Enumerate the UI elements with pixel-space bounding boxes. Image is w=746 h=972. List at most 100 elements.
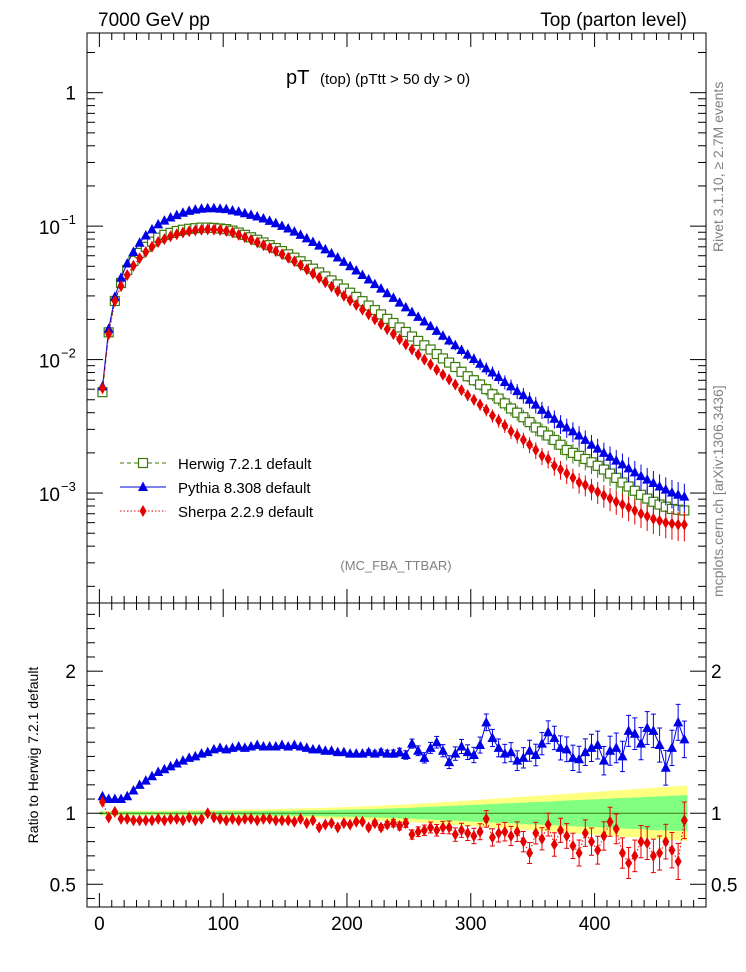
- point-pythia: [338, 256, 349, 266]
- point-sherpa: [204, 223, 212, 236]
- ratio-point-sherpa: [464, 827, 472, 840]
- ratio-point-sherpa: [309, 814, 317, 827]
- ratio-point-pythia: [617, 750, 628, 761]
- ratio-point-pythia: [580, 746, 591, 757]
- ratio-ytick-label: 2: [65, 662, 76, 683]
- ratio-point-sherpa: [389, 817, 397, 830]
- series-line-pythia: [102, 207, 685, 498]
- ratio-point-pythia: [623, 725, 634, 735]
- ratio-point-pythia: [512, 755, 523, 765]
- point-pythia: [307, 236, 318, 247]
- point-pythia: [140, 230, 151, 240]
- legend-label-herwig: Herwig 7.2.1 default: [178, 456, 312, 473]
- ratio-point-sherpa: [253, 814, 261, 827]
- ratio-point-sherpa: [346, 818, 354, 831]
- point-pythia: [549, 413, 560, 423]
- ratio-ylabel: Ratio to Herwig 7.2.1 default: [25, 667, 41, 844]
- point-sherpa: [507, 425, 515, 438]
- point-sherpa: [482, 403, 490, 416]
- point-sherpa: [272, 245, 280, 258]
- ratio-point-sherpa: [290, 815, 298, 828]
- side-text-upper: Rivet 3.1.10, ≥ 2.7M events: [710, 82, 726, 252]
- ratio-point-sherpa: [402, 817, 410, 830]
- ratio-ytick-label-right: 1: [711, 804, 722, 825]
- ratio-point-sherpa: [575, 847, 583, 860]
- point-pythia: [648, 477, 659, 487]
- point-sherpa: [117, 280, 125, 293]
- point-sherpa: [464, 389, 472, 402]
- ratio-point-pythia: [97, 790, 108, 801]
- ratio-point-pythia: [574, 753, 585, 764]
- point-sherpa: [668, 517, 676, 530]
- point-sherpa: [358, 303, 366, 316]
- point-pythia: [165, 212, 176, 222]
- point-pythia: [400, 301, 411, 312]
- point-sherpa: [408, 343, 416, 356]
- point-sherpa: [643, 510, 651, 523]
- point-pythia: [673, 489, 684, 499]
- side-text-lower: mcplots.cern.ch [arXiv:1306.3436]: [710, 385, 726, 597]
- point-pythia: [654, 480, 665, 491]
- point-pythia: [493, 371, 504, 382]
- ratio-point-sherpa: [649, 849, 657, 862]
- point-pythia: [567, 425, 578, 436]
- point-pythia: [239, 207, 250, 218]
- ratio-point-pythia: [456, 740, 467, 751]
- point-sherpa: [309, 267, 317, 280]
- main-ytick-label: 10: [39, 352, 60, 373]
- point-sherpa: [674, 518, 682, 531]
- ratio-point-pythia: [475, 739, 486, 750]
- ratio-point-sherpa: [358, 815, 366, 828]
- point-pythia: [103, 323, 114, 333]
- point-pythia: [153, 218, 164, 229]
- point-pythia: [636, 470, 647, 481]
- legend-marker-pythia: [138, 481, 148, 491]
- ratio-point-pythia: [116, 793, 127, 804]
- legend-marker-sherpa: [139, 505, 147, 517]
- point-pythia: [611, 455, 622, 465]
- ratio-point-sherpa: [532, 827, 540, 840]
- ratio-point-pythia: [567, 752, 578, 762]
- ratio-point-pythia: [673, 716, 684, 727]
- ratio-point-sherpa: [594, 844, 602, 857]
- ratio-point-sherpa: [488, 831, 496, 844]
- ratio-point-sherpa: [136, 814, 144, 827]
- ratio-ytick-label-right: 2: [711, 662, 722, 683]
- point-sherpa: [148, 240, 156, 253]
- ratio-point-sherpa: [451, 828, 459, 841]
- ratio-point-pythia: [648, 725, 659, 735]
- legend-marker-herwig: [137, 457, 149, 469]
- ratio-point-pythia: [586, 742, 597, 752]
- point-pythia: [326, 247, 337, 258]
- point-pythia: [363, 274, 374, 284]
- point-sherpa: [173, 228, 181, 241]
- ratio-xtick-label: 200: [331, 914, 363, 935]
- point-sherpa: [476, 398, 484, 411]
- point-sherpa: [402, 338, 410, 351]
- point-herwig: [499, 398, 510, 409]
- point-sherpa: [179, 226, 187, 239]
- point-pythia: [561, 421, 572, 432]
- point-sherpa: [513, 429, 521, 442]
- point-sherpa: [98, 382, 106, 395]
- point-pythia: [456, 344, 467, 354]
- point-sherpa: [550, 459, 558, 472]
- point-sherpa: [365, 308, 373, 321]
- ratio-point-sherpa: [581, 827, 589, 840]
- point-pythia: [481, 362, 492, 373]
- point-sherpa: [123, 269, 131, 282]
- point-pythia: [487, 367, 498, 377]
- header-right: Top (parton level): [540, 10, 687, 31]
- point-sherpa: [247, 233, 255, 246]
- ratio-point-pythia: [314, 743, 325, 754]
- point-pythia: [221, 203, 232, 214]
- ratio-point-sherpa: [501, 825, 509, 838]
- point-pythia: [543, 408, 554, 419]
- point-pythia: [122, 257, 133, 268]
- ratio-point-sherpa: [538, 832, 546, 845]
- point-sherpa: [284, 251, 292, 264]
- ratio-point-sherpa: [241, 812, 249, 825]
- ratio-point-sherpa: [142, 814, 150, 827]
- point-sherpa: [445, 373, 453, 386]
- point-sherpa: [662, 516, 670, 529]
